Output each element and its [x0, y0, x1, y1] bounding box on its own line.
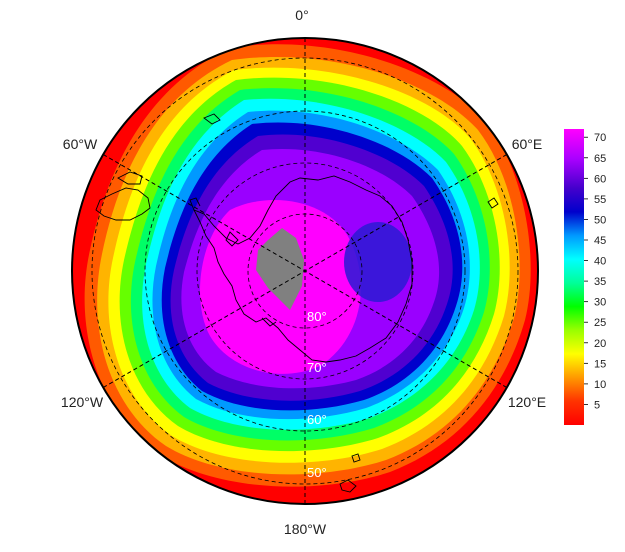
colorbar: 5 10 15 20 25 30 35 40 45 50 55 60 65 70	[564, 129, 606, 425]
latitude-circle	[91, 57, 519, 485]
graticule	[91, 38, 519, 504]
meridian-line	[103, 154, 507, 388]
colorbar-bar	[564, 129, 584, 425]
colorbar-tick-label: 65	[594, 153, 606, 165]
field-anomaly	[344, 222, 412, 302]
data-field	[72, 38, 538, 504]
colorbar-tick-label: 15	[594, 358, 606, 370]
longitude-label: 120°E	[508, 394, 546, 410]
longitude-label: 60°E	[512, 136, 543, 152]
latitude-label: 60°	[307, 412, 327, 427]
missing-data-patch	[256, 228, 304, 310]
coastlines	[95, 113, 499, 493]
colorbar-tick-label: 35	[594, 276, 606, 288]
coastline-segment	[189, 197, 201, 211]
map-border	[71, 37, 539, 505]
longitude-label: 0°	[295, 7, 308, 23]
latitude-circle	[196, 162, 414, 380]
colorbar-tick-label: 60	[594, 173, 606, 185]
coastline-segment	[203, 113, 221, 125]
coastline-segment	[117, 171, 143, 185]
colorbar-tick-label: 55	[594, 194, 606, 206]
coastline-segment	[339, 479, 357, 493]
colorbar-tick-label: 40	[594, 256, 606, 268]
colorbar-tick-label: 50	[594, 214, 606, 226]
coastline-segment	[95, 187, 151, 221]
colorbar-tick-label: 20	[594, 338, 606, 350]
colorbar-tick-label: 10	[594, 379, 606, 391]
latitude-label: 80°	[307, 309, 327, 324]
latitude-label: 50°	[307, 465, 327, 480]
coastline-segment	[261, 317, 277, 327]
latitude-label: 70°	[307, 360, 327, 375]
longitude-label: 180°W	[284, 521, 327, 537]
longitude-labels: 0° 60°E 120°E 180°W 120°W 60°W	[61, 7, 546, 537]
coastline-segment	[193, 175, 413, 363]
colorbar-tick-label: 25	[594, 317, 606, 329]
coastline-segment	[225, 231, 239, 247]
colorbar-tick-label: 45	[594, 235, 606, 247]
colorbar-tick-label: 30	[594, 297, 606, 309]
coastline-segment	[351, 453, 361, 463]
latitude-labels: 80° 70° 60° 50°	[307, 309, 327, 480]
colorbar-tick-label: 70	[594, 132, 606, 144]
longitude-label: 120°W	[61, 394, 104, 410]
coastline-segment	[487, 197, 499, 209]
longitude-label: 60°W	[63, 136, 98, 152]
latitude-circle	[144, 110, 466, 432]
colorbar-tick-label: 5	[594, 399, 600, 411]
